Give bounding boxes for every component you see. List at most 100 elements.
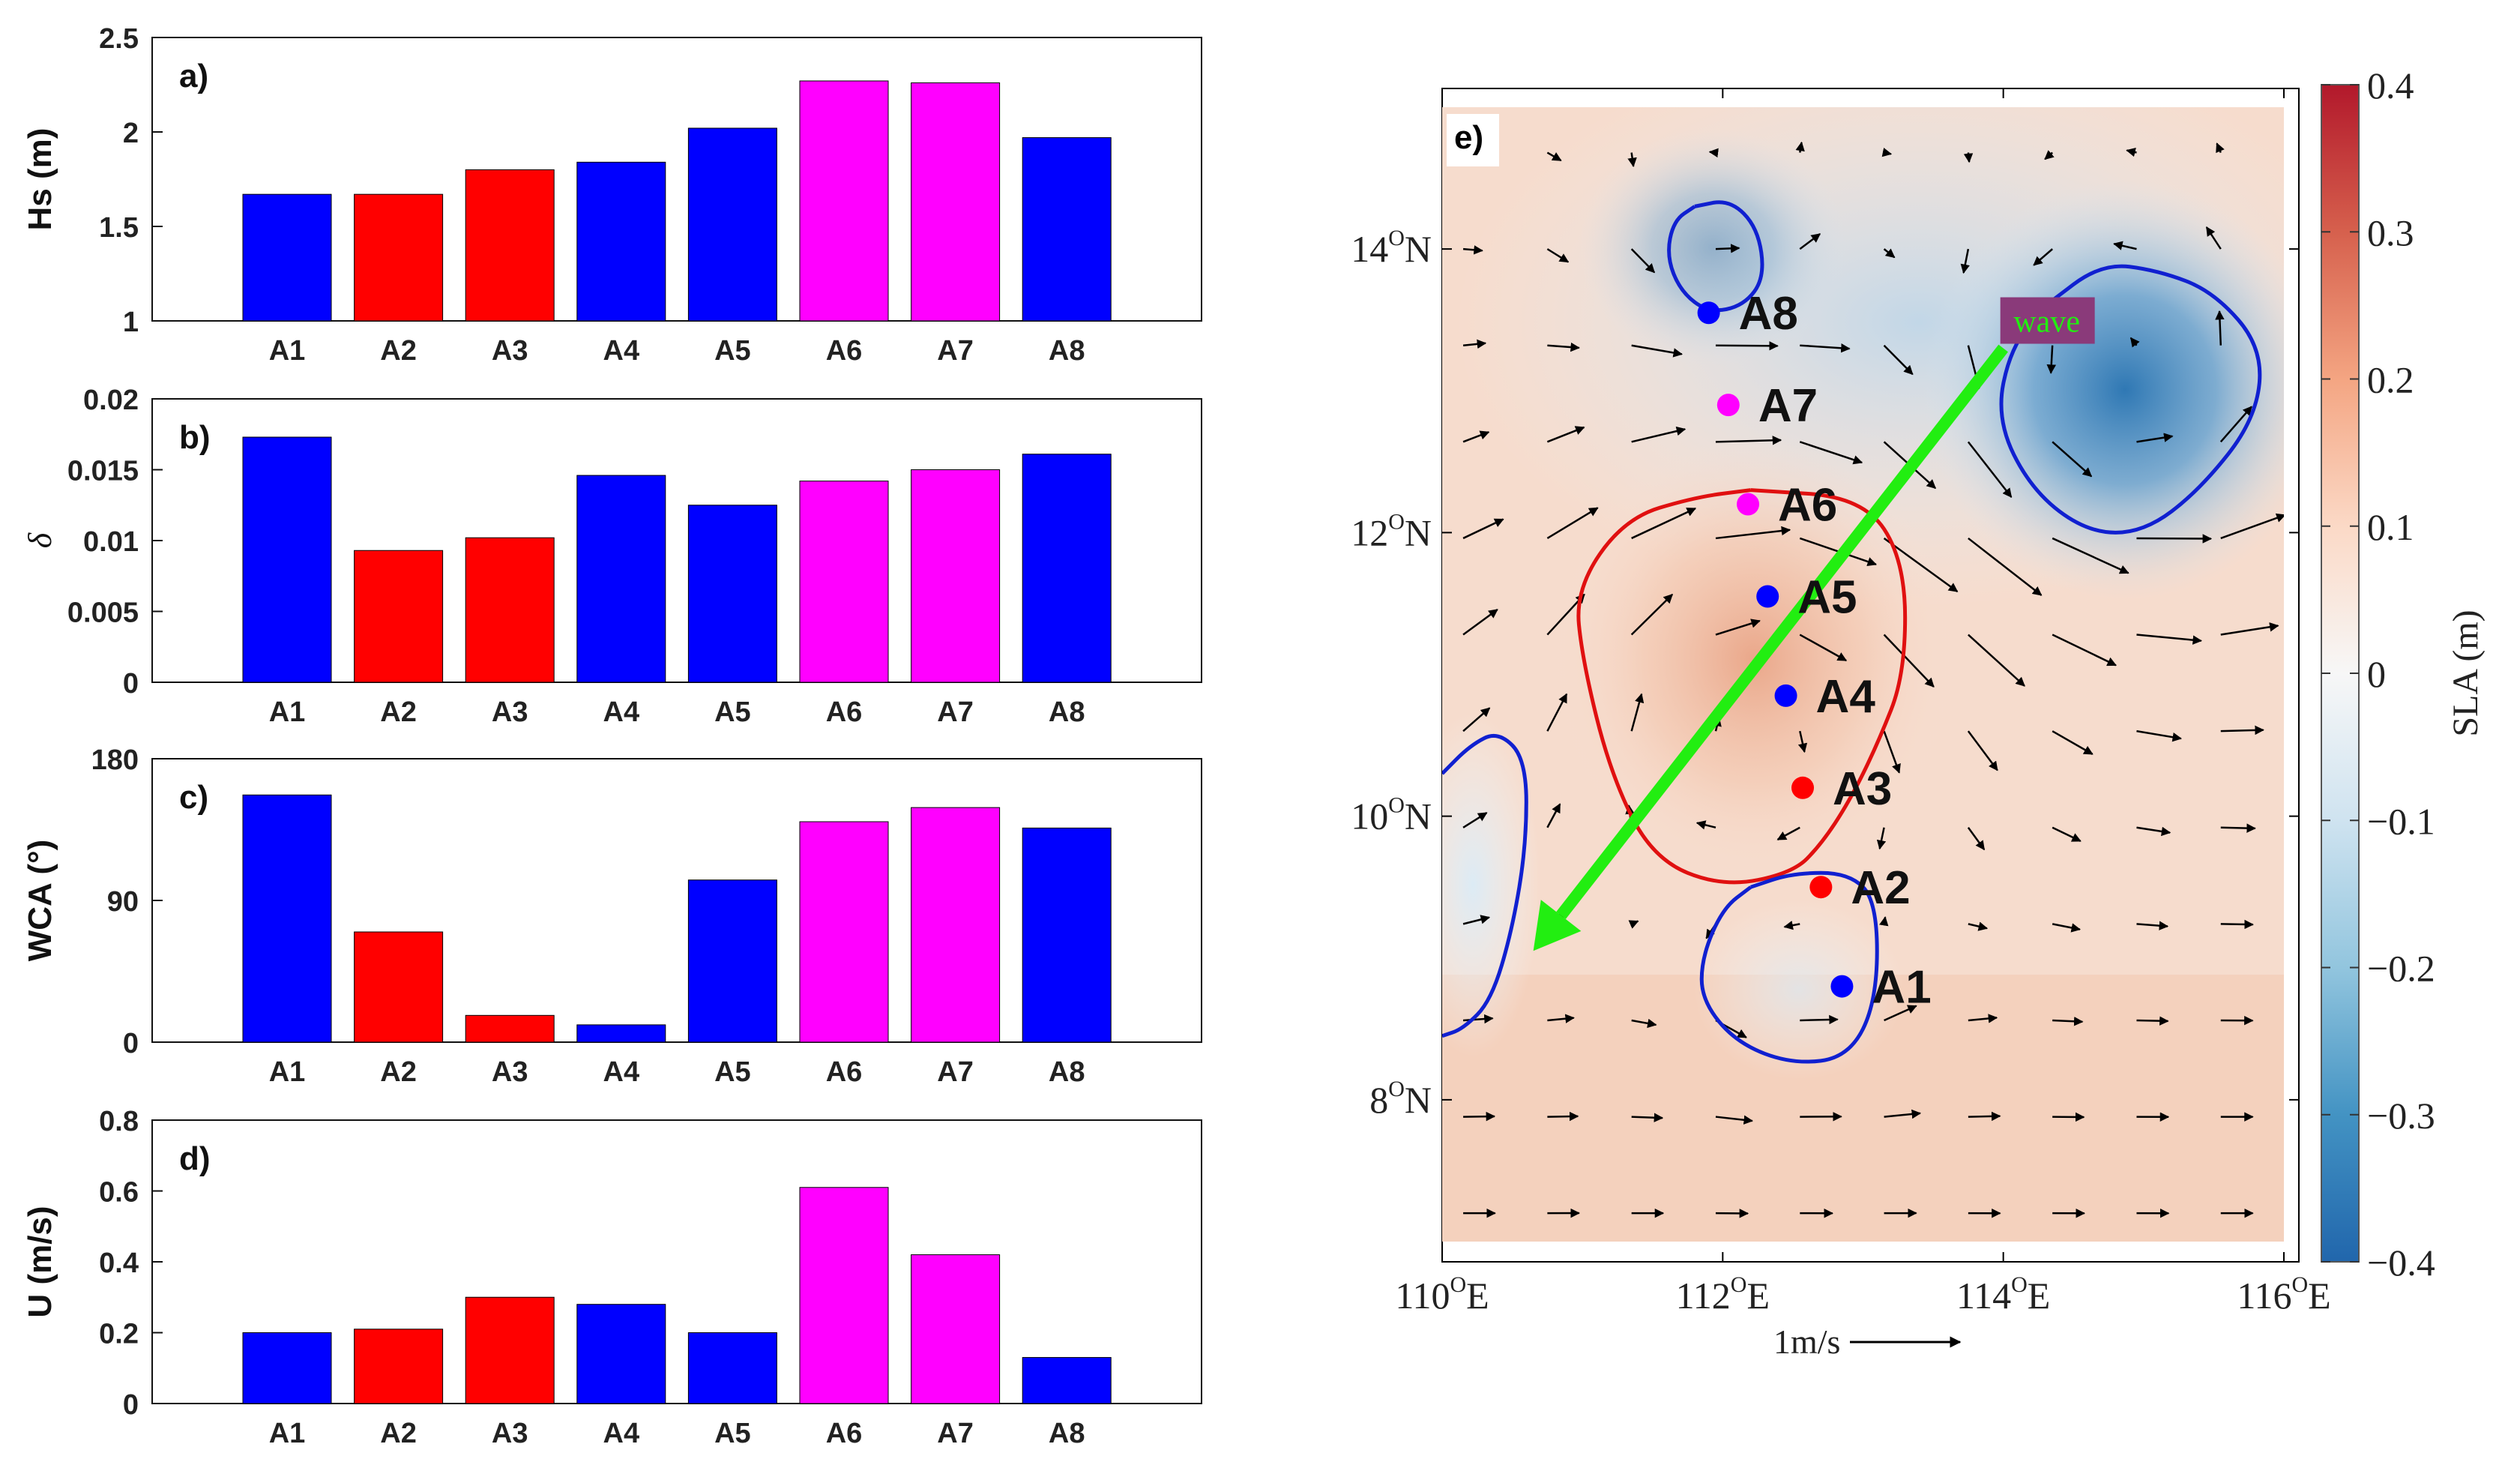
contour-cold_eddy_w bbox=[1442, 734, 1528, 1038]
y-tick-label: 1.5 bbox=[99, 212, 139, 244]
current-vector bbox=[1631, 1018, 1657, 1029]
bar-A1 bbox=[242, 1332, 332, 1404]
current-vector bbox=[1883, 537, 1959, 593]
bar-A1 bbox=[242, 193, 332, 322]
current-vector bbox=[2052, 537, 2129, 574]
current-vector bbox=[1546, 151, 1562, 162]
x-tick-label: A8 bbox=[1049, 1418, 1085, 1449]
bar-panels: 1 1.5 2 2.5 A1 A2 A3 A4 A5 A6 A7 A8 a) Hs (m) 0 0.005 0.… bbox=[22, 23, 1202, 1449]
station-label: A5 bbox=[1797, 571, 1857, 623]
colorbar-label: SLA (m) bbox=[2446, 610, 2486, 736]
x-tick-label: A4 bbox=[603, 697, 640, 728]
map-x-tick-label: 110OE bbox=[1395, 1272, 1489, 1317]
x-tick-label: A1 bbox=[269, 335, 306, 367]
current-vector bbox=[1547, 1014, 1575, 1023]
station-A6 bbox=[1737, 493, 1760, 516]
current-vector bbox=[2052, 826, 2082, 842]
sla-contours bbox=[1442, 200, 2262, 1064]
y-tick-label: 2.5 bbox=[99, 23, 139, 55]
bar-A6 bbox=[799, 821, 889, 1043]
current-vector bbox=[1547, 1111, 1579, 1122]
current-vector bbox=[1462, 707, 1491, 732]
y-tick-label: 0.8 bbox=[99, 1106, 139, 1137]
contour-cold_eddy_ne bbox=[1999, 264, 2262, 535]
current-vector bbox=[2136, 921, 2169, 930]
current-vector bbox=[1797, 730, 1808, 753]
x-tick-label: A8 bbox=[1049, 335, 1085, 367]
x-tick-label: A3 bbox=[492, 1418, 528, 1449]
x-tick-label: A8 bbox=[1049, 1056, 1085, 1088]
colorbar-tick-label: 0 bbox=[2367, 653, 2386, 695]
current-vector bbox=[1630, 248, 1656, 274]
station-A5 bbox=[1756, 585, 1779, 608]
sla-field bbox=[1442, 107, 2284, 1242]
bar-A5 bbox=[687, 1332, 777, 1404]
colorbar-tick-label: −0.3 bbox=[2367, 1095, 2435, 1137]
current-vector bbox=[1547, 342, 1580, 352]
station-A1 bbox=[1830, 975, 1854, 998]
current-vector bbox=[1783, 921, 1800, 930]
current-vector bbox=[1631, 344, 1683, 358]
x-tick-label: A6 bbox=[826, 1418, 863, 1449]
y-tick-label: 0.4 bbox=[99, 1248, 139, 1279]
station-A7 bbox=[1716, 394, 1740, 417]
current-vector bbox=[1884, 1005, 1917, 1022]
x-tick-label: A5 bbox=[714, 335, 751, 367]
current-vector bbox=[2136, 730, 2182, 742]
bar-A7 bbox=[911, 807, 1001, 1043]
current-vector bbox=[2220, 513, 2284, 540]
current-vector bbox=[1546, 507, 1599, 540]
bar-A7 bbox=[911, 1254, 1001, 1404]
y-tick-label: 0.2 bbox=[99, 1319, 139, 1350]
sla-cold-eddy bbox=[1923, 180, 2284, 600]
current-vector bbox=[1630, 594, 1674, 636]
current-vector bbox=[2136, 634, 2202, 645]
bar-A2 bbox=[354, 1329, 444, 1404]
station-label: A4 bbox=[1816, 671, 1876, 723]
current-vector bbox=[1876, 827, 1887, 850]
current-vector bbox=[1462, 915, 1491, 925]
current-vector bbox=[2216, 142, 2225, 154]
current-vector bbox=[1627, 152, 1637, 168]
y-tick-label: 90 bbox=[107, 886, 139, 918]
current-vector bbox=[2129, 337, 2140, 348]
current-vector bbox=[2052, 441, 2093, 478]
current-vector bbox=[1463, 1111, 1496, 1122]
y-tick-label: 0.005 bbox=[67, 598, 139, 629]
x-tick-label: A4 bbox=[603, 1056, 640, 1088]
panel-label: b) bbox=[179, 419, 211, 456]
current-vector bbox=[2136, 433, 2174, 443]
current-vector bbox=[2215, 310, 2225, 346]
current-vector bbox=[1968, 1014, 1998, 1023]
map-y-tick-label: 14ON bbox=[1351, 226, 1432, 270]
current-vector bbox=[1546, 803, 1561, 828]
x-tick-label: A3 bbox=[492, 697, 528, 728]
current-vector bbox=[1546, 426, 1585, 443]
current-vector bbox=[1630, 693, 1645, 732]
contour-cold_eddy_s bbox=[1699, 870, 1879, 1064]
panel-label: d) bbox=[179, 1140, 211, 1177]
panel-e-label-box bbox=[1447, 114, 1499, 166]
panel-e-label: e) bbox=[1454, 119, 1483, 156]
y-axis-label: δ bbox=[22, 532, 58, 548]
bar-A3 bbox=[465, 1296, 555, 1404]
current-vector bbox=[1883, 730, 1901, 774]
bar-panel-3: 0 90 180 A1 A2 A3 A4 A5 A6 A7 A8 c) WCA (°) bbox=[22, 744, 1202, 1088]
x-tick-label: A7 bbox=[937, 1418, 974, 1449]
current-vector bbox=[1799, 441, 1863, 465]
current-vector bbox=[1967, 827, 1986, 851]
y-tick-label: 0.015 bbox=[67, 456, 139, 487]
current-vector bbox=[1546, 693, 1568, 732]
x-tick-label: A6 bbox=[826, 1056, 863, 1088]
current-vector bbox=[1628, 920, 1639, 929]
current-vector bbox=[1881, 148, 1893, 157]
current-vector bbox=[1879, 916, 1889, 927]
current-vector bbox=[1715, 619, 1761, 636]
scale-arrow-label: 1m/s bbox=[1773, 1323, 1840, 1361]
x-tick-label: A2 bbox=[380, 1418, 417, 1449]
current-vector bbox=[1967, 441, 2013, 498]
current-vector bbox=[1462, 811, 1488, 828]
map-y-tick-label: 12ON bbox=[1351, 509, 1432, 553]
bar-A4 bbox=[576, 1024, 666, 1043]
contour-cold_eddy_n bbox=[1667, 200, 1764, 313]
